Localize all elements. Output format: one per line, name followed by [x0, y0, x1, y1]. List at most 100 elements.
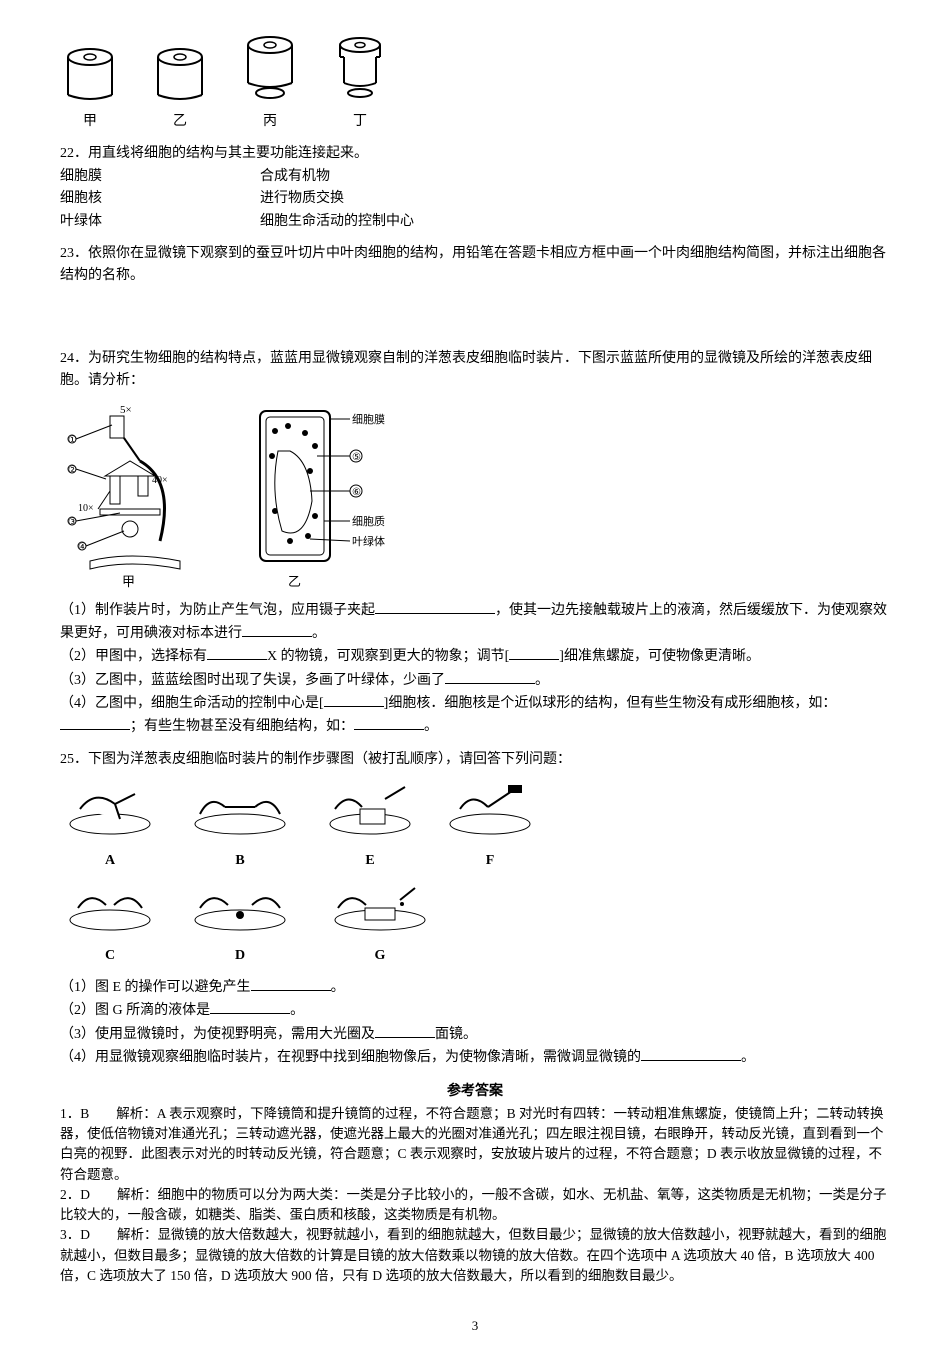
q22-right-2: 进行物质交换 [260, 188, 344, 210]
step-label-c: C [60, 945, 160, 967]
q25-figure: A B E F [60, 779, 890, 872]
cylinder-jia: 甲 [60, 45, 120, 133]
q22-right-3: 细胞生命活动的控制中心 [260, 211, 414, 233]
blank [375, 599, 495, 614]
cylinder-yi: 乙 [150, 45, 210, 133]
hand-icon [440, 779, 540, 839]
step-e: E [320, 779, 420, 872]
q25-p3b: 面镜。 [435, 1027, 477, 1042]
q24-p4c: ；有些生物甚至没有细胞结构，如： [130, 719, 354, 734]
step-a: A [60, 779, 160, 872]
svg-text:②: ② [68, 465, 77, 476]
q25-p2b: 。 [290, 1003, 304, 1018]
q24-p2: （2）甲图中，选择标有 X 的物镜，可观察到更大的物象；调节[ ]细准焦螺旋，可使物… [60, 645, 890, 668]
step-f: F [440, 779, 540, 872]
cylinder-icon [150, 45, 210, 105]
blank [207, 645, 267, 660]
q25-stem: 25．下图为洋葱表皮细胞临时装片的制作步骤图（被打乱顺序），请回答下列问题： [60, 749, 890, 771]
svg-text:乙: 乙 [288, 574, 301, 589]
q24-p4: （4）乙图中，细胞生命活动的控制中心是[ ]细胞核．细胞核是个近似球形的结构，但有… [60, 692, 890, 739]
hand-icon [60, 880, 160, 935]
step-c: C [60, 880, 160, 968]
q22-left-1: 细胞膜 [60, 166, 260, 188]
hand-icon [180, 779, 300, 839]
microscope-icon: 5× ① ② 40× 10× ③ ④ 甲 [60, 401, 210, 591]
hand-icon [180, 880, 300, 935]
q25-p1a: （1）图 E 的操作可以避免产生 [60, 980, 251, 995]
cylinder-icon [330, 35, 390, 105]
answers-title: 参考答案 [60, 1081, 890, 1103]
q25-p1: （1）图 E 的操作可以避免产生 。 [60, 976, 890, 999]
q24-p4a: （4）乙图中，细胞生命活动的控制中心是[ [60, 696, 324, 711]
eyepiece-label: 5× [120, 404, 132, 416]
q25-p2: （2）图 G 所滴的液体是 。 [60, 999, 890, 1022]
svg-text:细胞膜: 细胞膜 [352, 413, 385, 426]
q22-right-1: 合成有机物 [260, 166, 330, 188]
answer-2: 2．D 解析：细胞中的物质可以分为两大类：一类是分子比较小的，一般不含碳，如水、… [60, 1185, 890, 1226]
cyl-label-ding: 丁 [353, 111, 367, 133]
q25-p4b: 。 [741, 1050, 755, 1065]
q24-p2c: ]细准焦螺旋，可使物像更清晰。 [559, 649, 760, 664]
blank [210, 999, 290, 1014]
cylinder-icon [60, 45, 120, 105]
q22-row3: 叶绿体 细胞生命活动的控制中心 [60, 211, 890, 233]
q24-stem: 24．为研究生物细胞的结构特点，蓝蓝用显微镜观察自制的洋葱表皮细胞临时装片．下图… [60, 348, 890, 393]
blank [354, 715, 424, 730]
q23: 23．依照你在显微镜下观察到的蚕豆叶切片中叶肉细胞的结构，用铅笔在答题卡相应方框… [60, 243, 890, 288]
svg-text:甲: 甲 [122, 574, 135, 589]
cyl-label-yi: 乙 [173, 111, 187, 133]
cell-icon: 细胞膜 ⑤ ⑥ 细胞质 叶绿体 乙 [250, 401, 400, 591]
svg-text:④: ④ [78, 542, 87, 553]
q22-row1: 细胞膜 合成有机物 [60, 166, 890, 188]
q24-figure: 5× ① ② 40× 10× ③ ④ 甲 [60, 401, 890, 591]
step-label-d: D [180, 945, 300, 967]
q24: 24．为研究生物细胞的结构特点，蓝蓝用显微镜观察自制的洋葱表皮细胞临时装片．下图… [60, 348, 890, 739]
q24-p2b: X 的物镜，可观察到更大的物象；调节[ [267, 649, 509, 664]
step-g: G [320, 880, 440, 968]
q25-p4a: （4）用显微镜观察细胞临时装片，在视野中找到细胞物像后，为使物像清晰，需微调显微… [60, 1050, 641, 1065]
q25-p2a: （2）图 G 所滴的液体是 [60, 1003, 210, 1018]
q24-p4d: 。 [424, 719, 438, 734]
q24-p3a: （3）乙图中，蓝蓝绘图时出现了失误，多画了叶绿体，少画了 [60, 673, 445, 688]
cylinders-figure: 甲 乙 丙 [60, 35, 890, 133]
blank [509, 645, 559, 660]
svg-text:叶绿体: 叶绿体 [352, 534, 385, 548]
q23-text: 23．依照你在显微镜下观察到的蚕豆叶切片中叶肉细胞的结构，用铅笔在答题卡相应方框… [60, 246, 886, 283]
q24-p1a: （1）制作装片时，为防止产生气泡，应用镊子夹起 [60, 603, 375, 618]
q22-left-2: 细胞核 [60, 188, 260, 210]
svg-text:⑤: ⑤ [352, 452, 361, 463]
svg-text:10×: 10× [78, 503, 94, 514]
q25-p1b: 。 [331, 980, 345, 995]
cylinder-ding: 丁 [330, 35, 390, 133]
answer-1: 1．B 解析：A 表示观察时，下降镜筒和提升镜筒的过程，不符合题意；B 对光时有… [60, 1104, 890, 1185]
q24-p3: （3）乙图中，蓝蓝绘图时出现了失误，多画了叶绿体，少画了 。 [60, 669, 890, 692]
cyl-label-jia: 甲 [83, 111, 97, 133]
step-label-b: B [180, 850, 300, 872]
cylinder-bing: 丙 [240, 35, 300, 133]
q24-p4b: ]细胞核．细胞核是个近似球形的结构，但有些生物没有成形细胞核，如： [384, 696, 837, 711]
q25-p3a: （3）使用显微镜时，为使视野明亮，需用大光圈及 [60, 1027, 375, 1042]
svg-text:③: ③ [68, 517, 77, 528]
q25: 25．下图为洋葱表皮细胞临时装片的制作步骤图（被打乱顺序），请回答下列问题： A… [60, 749, 890, 1070]
svg-text:①: ① [68, 435, 77, 446]
q24-p1c: 。 [312, 626, 326, 641]
q22-row2: 细胞核 进行物质交换 [60, 188, 890, 210]
q22-stem: 22．用直线将细胞的结构与其主要功能连接起来。 [60, 143, 890, 165]
step-b: B [180, 779, 300, 872]
cyl-label-bing: 丙 [263, 111, 277, 133]
blank [375, 1023, 435, 1038]
svg-text:细胞质: 细胞质 [352, 515, 385, 528]
q24-p2a: （2）甲图中，选择标有 [60, 649, 207, 664]
blank [60, 715, 130, 730]
q25-p4: （4）用显微镜观察细胞临时装片，在视野中找到细胞物像后，为使物像清晰，需微调显微… [60, 1046, 890, 1069]
step-label-g: G [320, 945, 440, 967]
answer-3: 3．D 解析：显微镜的放大倍数越大，视野就越小，看到的细胞就越大，但数目最少；显… [60, 1225, 890, 1286]
step-label-a: A [60, 850, 160, 872]
blank [641, 1046, 741, 1061]
cylinder-icon [240, 35, 300, 105]
q24-p3b: 。 [535, 673, 549, 688]
blank [324, 692, 384, 707]
q22-left-3: 叶绿体 [60, 211, 260, 233]
hand-icon [60, 779, 160, 839]
q24-p1: （1）制作装片时，为防止产生气泡，应用镊子夹起，使其一边先接触载玻片上的液滴，然… [60, 599, 890, 646]
